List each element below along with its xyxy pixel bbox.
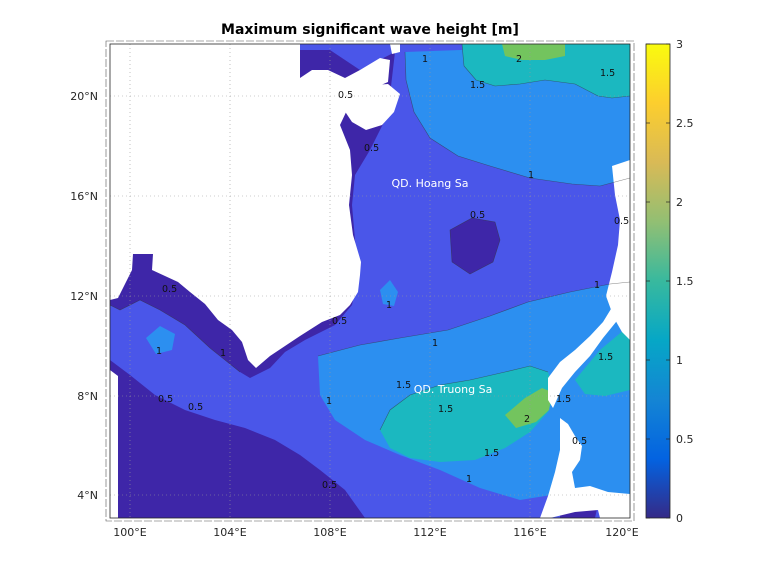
contour-label-palawan-15: 1.5 — [556, 394, 571, 405]
contour-label-south-1: 1 — [432, 338, 438, 349]
contour-label-east-1: 1 — [594, 280, 600, 291]
lat-tick-label: 20°N — [70, 90, 98, 103]
place-label-truong-sa: QD. Truong Sa — [414, 383, 493, 396]
contour-label-south-2: 2 — [524, 414, 530, 425]
contour-label-shoal-15: 1.5 — [438, 404, 453, 415]
contour-label-coast-05: 0.5 — [364, 143, 379, 154]
lat-tick-label: 4°N — [77, 489, 98, 502]
contour-label-south-05-a: 0.5 — [158, 394, 173, 405]
lon-tick-label: 112°E — [413, 526, 446, 539]
colorbar-ticks: 0 0.5 1 1.5 2 2.5 3 — [646, 38, 694, 525]
moderate-pocket-coast — [380, 280, 398, 306]
colorbar-tick-label: 1.5 — [676, 275, 694, 288]
lat-axis: 4°N 8°N 12°N 16°N 20°N — [70, 90, 98, 502]
contour-label-gulf-thailand-05: 0.5 — [162, 284, 177, 295]
lon-axis: 100°E 104°E 108°E 112°E 116°E 120°E — [113, 526, 638, 539]
map-area: 1 0.5 0.5 1.5 2 1.5 1 0.5 0.5 0.5 1 0.5 … — [110, 44, 630, 518]
graticule — [110, 44, 630, 518]
contour-labels: 1 0.5 0.5 1.5 2 1.5 1 0.5 0.5 0.5 1 0.5 … — [156, 54, 629, 491]
lon-tick-label: 116°E — [513, 526, 546, 539]
land-malay-peninsula — [110, 370, 118, 518]
peak-zone-south — [505, 388, 552, 428]
high-zone-south — [380, 366, 555, 462]
contour-label-borneo-05: 0.5 — [572, 436, 587, 447]
figure-title: Maximum significant wave height [m] — [221, 22, 519, 38]
contour-label-coast-1: 1 — [386, 300, 392, 311]
contour-label-south-05-b: 0.5 — [188, 402, 203, 413]
contour-label-southeast-15: 1.5 — [598, 352, 613, 363]
colorbar-tick-label: 0.5 — [676, 433, 694, 446]
contour-label-cape-1: 1 — [220, 348, 226, 359]
map-border-ticks — [105, 40, 635, 522]
lon-tick-label: 120°E — [605, 526, 638, 539]
contour-label-gulf-05: 0.5 — [338, 90, 353, 101]
coastal-calm-zone-south — [110, 360, 365, 518]
land-hainan — [344, 84, 400, 130]
moderate-pocket-gulf — [146, 326, 175, 354]
lat-tick-label: 12°N — [70, 290, 98, 303]
high-zone-southeast — [575, 325, 630, 396]
contour-label-northeast-15: 1.5 — [600, 68, 615, 79]
land-borneo — [540, 418, 630, 518]
lon-tick-label: 108°E — [313, 526, 346, 539]
contour-label-south-lower-15: 1.5 — [484, 448, 499, 459]
contour-label-pocket-05: 0.5 — [470, 210, 485, 221]
place-label-hoang-sa: QD. Hoang Sa — [391, 177, 468, 190]
colorbar-tick-label: 3 — [676, 38, 683, 51]
lon-tick-label: 100°E — [113, 526, 146, 539]
colorbar-tick-label: 2.5 — [676, 117, 694, 130]
land-philippines — [606, 160, 630, 340]
high-zone-north — [462, 44, 630, 98]
colorbar: 0 0.5 1 1.5 2 2.5 3 — [645, 38, 694, 525]
lat-tick-label: 8°N — [77, 390, 98, 403]
contour-label-bottom-05: 0.5 — [322, 480, 337, 491]
contour-label-north-2: 2 — [516, 54, 522, 65]
contour-label-south-15: 1.5 — [396, 380, 411, 391]
colorbar-tick-label: 2 — [676, 196, 683, 209]
land-indochina — [110, 44, 390, 368]
contour-label-north-1: 1 — [422, 54, 428, 65]
contour-label-east-05: 0.5 — [614, 216, 629, 227]
contour-label-south-lower-1: 1 — [466, 474, 472, 485]
colorbar-tick-label: 0 — [676, 512, 683, 525]
contour-label-gulf-1: 1 — [156, 346, 162, 357]
calm-pocket-central — [450, 218, 500, 274]
lon-tick-label: 104°E — [213, 526, 246, 539]
land-palawan — [548, 300, 622, 408]
contour-label-south-west-1: 1 — [326, 396, 332, 407]
map-frame — [109, 43, 631, 519]
peak-zone-north — [502, 44, 565, 60]
colorbar-tick-label: 1 — [676, 354, 683, 367]
land-south-china — [390, 44, 400, 54]
contour-label-central-1: 1 — [528, 170, 534, 181]
contour-label-mekong-05: 0.5 — [332, 316, 347, 327]
contour-label-north-15: 1.5 — [470, 80, 485, 91]
lat-tick-label: 16°N — [70, 190, 98, 203]
